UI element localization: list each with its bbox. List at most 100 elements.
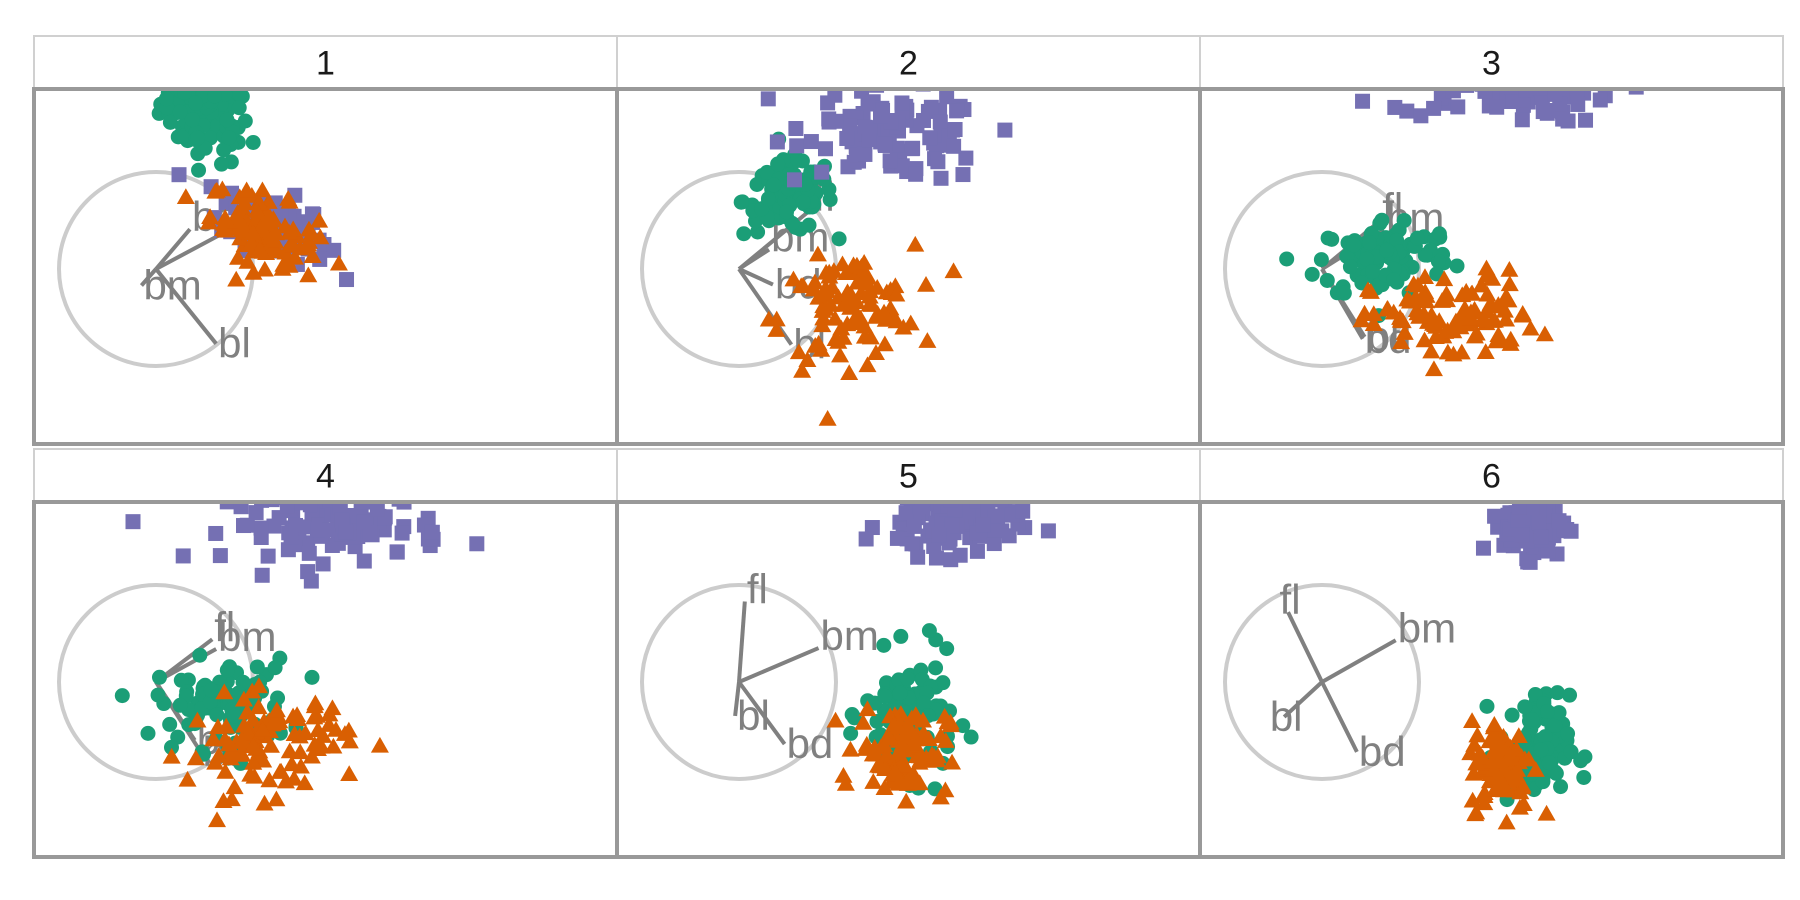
data-point-triangle [826, 711, 845, 728]
data-point-triangle [855, 254, 874, 270]
data-point-square [315, 556, 331, 572]
axis-line-bl [1282, 680, 1324, 719]
data-point-square [1628, 89, 1644, 95]
data-point-triangle [282, 755, 301, 772]
data-point-circle [916, 695, 932, 711]
data-point-square [1503, 89, 1519, 95]
data-point-square [254, 502, 270, 508]
data-point-circle [877, 688, 893, 704]
data-point-triangle [917, 275, 936, 292]
data-point-square [1524, 502, 1540, 515]
data-point-triangle [1438, 321, 1457, 338]
data-point-triangle [176, 188, 195, 204]
data-point-triangle [792, 277, 811, 294]
data-point-square [1547, 89, 1563, 102]
data-point-triangle [178, 770, 197, 787]
data-point-triangle [855, 327, 874, 344]
data-point-circle [928, 660, 944, 676]
data-point-circle [1324, 231, 1340, 247]
data-point-circle [188, 95, 204, 111]
data-point-square [1555, 111, 1571, 127]
data-point-square [355, 502, 371, 510]
data-point-circle [151, 669, 167, 685]
data-point-circle [245, 134, 261, 150]
data-point-square [931, 527, 947, 543]
data-point-triangle [889, 774, 908, 791]
data-point-circle [1560, 726, 1576, 742]
data-point-triangle [1384, 303, 1403, 320]
data-point-square [1510, 512, 1526, 528]
axis-circle [1223, 583, 1421, 781]
data-point-circle [1389, 232, 1405, 248]
data-point-triangle [280, 192, 299, 209]
data-point-triangle [831, 346, 850, 363]
series-triangle [176, 180, 348, 287]
data-point-triangle [808, 245, 827, 262]
series-triangle [1352, 259, 1554, 377]
data-point-triangle [852, 284, 871, 301]
data-point-square [760, 91, 776, 107]
data-point-triangle [1457, 282, 1476, 299]
data-point-square [908, 166, 924, 182]
data-point-triangle [836, 774, 855, 791]
data-point-circle [191, 162, 207, 178]
data-point-square [1535, 104, 1551, 120]
data-point-square [857, 119, 873, 135]
data-point-triangle [280, 742, 299, 759]
data-point-circle [1449, 258, 1465, 274]
data-point-circle [162, 114, 178, 130]
data-point-square [1399, 103, 1415, 119]
data-point-square [1518, 89, 1534, 98]
data-point-triangle [228, 204, 247, 220]
data-point-triangle [1483, 269, 1502, 286]
data-point-triangle [204, 730, 223, 747]
data-point-triangle [216, 762, 235, 779]
data-point-square [814, 164, 830, 180]
data-point-square [322, 522, 338, 538]
data-point-triangle [1392, 333, 1411, 350]
data-point-triangle [1475, 787, 1494, 804]
data-point-triangle [280, 223, 299, 240]
axis-label-bm: bm [218, 613, 276, 660]
data-point-square [860, 96, 876, 112]
data-point-square [969, 502, 985, 509]
data-point-circle [173, 672, 189, 688]
data-point-triangle [303, 247, 322, 263]
data-point-square [1592, 92, 1608, 108]
facet-strip [33, 35, 618, 90]
data-point-triangle [1500, 746, 1519, 763]
data-point-circle [844, 706, 860, 722]
facet-panel-border [1198, 500, 1785, 859]
data-point-triangle [1483, 312, 1502, 328]
data-point-triangle [244, 754, 263, 770]
data-point-triangle [247, 202, 266, 218]
data-point-triangle [1444, 345, 1463, 362]
data-point-circle [955, 718, 971, 734]
data-point-triangle [257, 213, 276, 230]
data-point-triangle [235, 716, 254, 733]
data-point-square [898, 505, 914, 521]
data-point-circle [759, 164, 775, 180]
facet-strip [616, 35, 1201, 90]
data-point-square [930, 154, 946, 170]
data-point-triangle [1415, 268, 1434, 285]
axis-line-fl [1286, 611, 1324, 683]
data-point-triangle [871, 757, 890, 774]
data-point-square [786, 172, 802, 188]
axis-line-fl [737, 601, 747, 683]
data-point-square [125, 514, 141, 530]
data-point-triangle [340, 765, 359, 782]
data-point-triangle [370, 736, 389, 753]
data-point-triangle [767, 310, 786, 327]
data-point-square [877, 136, 893, 152]
data-point-triangle [1476, 343, 1495, 360]
data-point-circle [1576, 769, 1592, 785]
data-point-triangle [232, 731, 251, 748]
facet-panel-1: 1 flbdbmbl [32, 35, 619, 446]
data-point-circle [172, 104, 188, 120]
data-point-triangle [931, 727, 950, 744]
data-point-circle [1479, 698, 1495, 714]
